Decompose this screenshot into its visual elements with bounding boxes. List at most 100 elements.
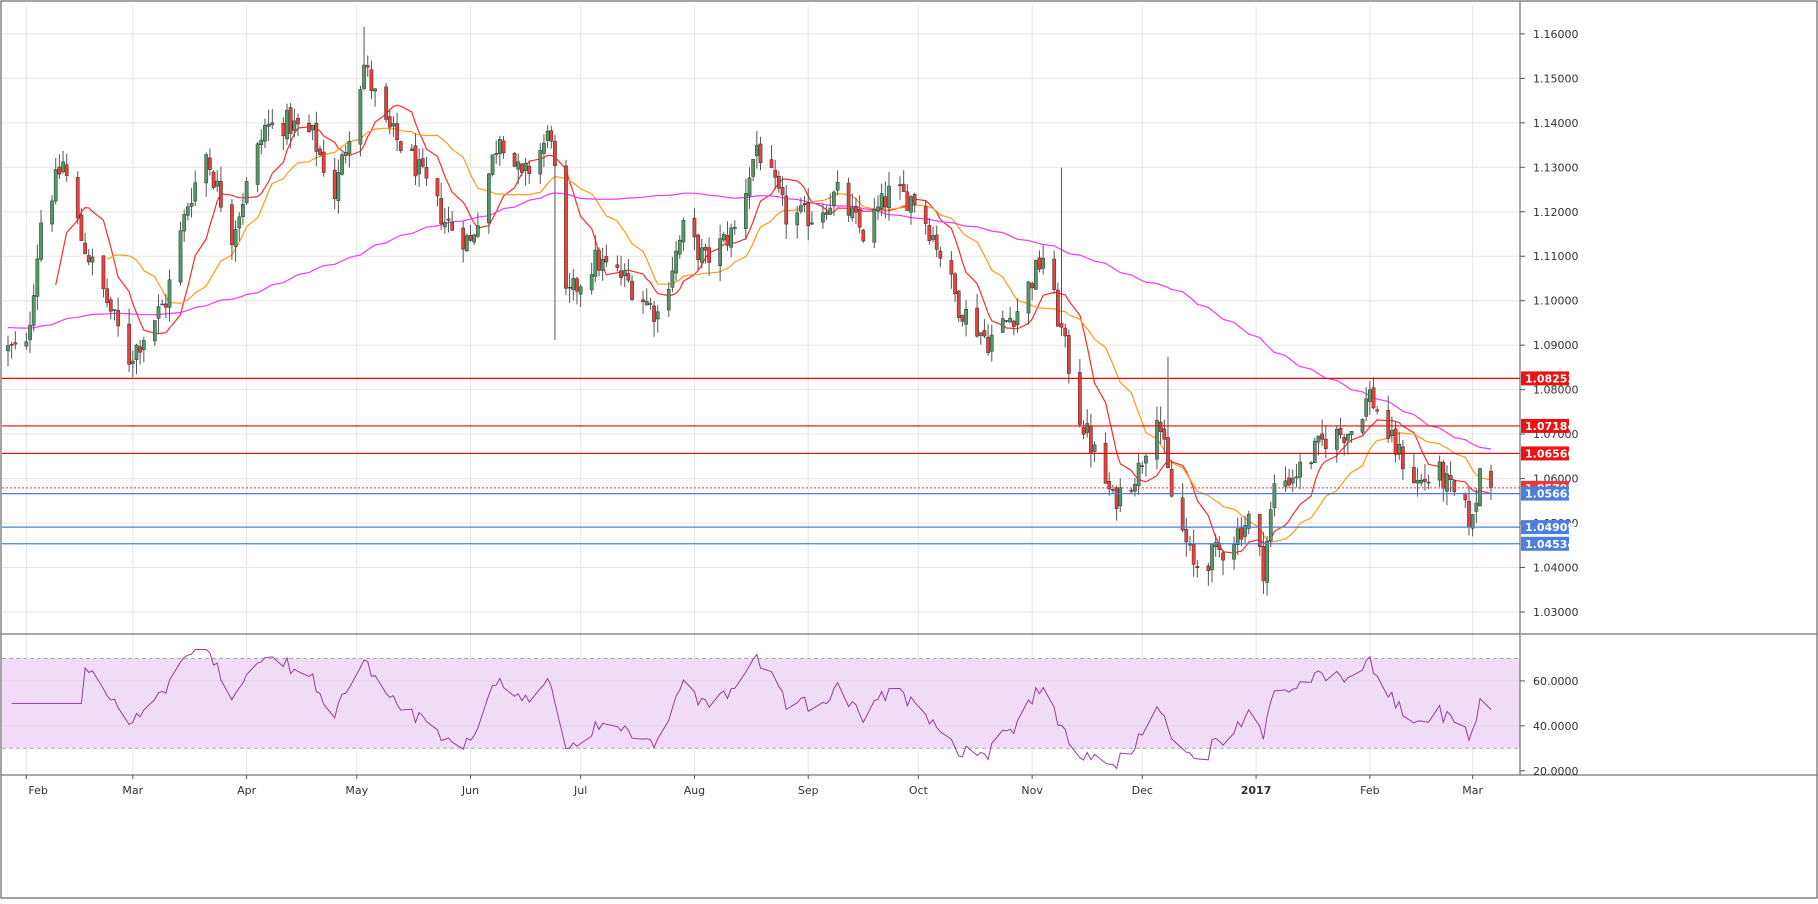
candle-body [266, 123, 271, 127]
candle-down [314, 111, 319, 167]
candle-body [960, 314, 965, 322]
candle-up [879, 183, 884, 217]
candle-body [230, 204, 234, 246]
candle-body [986, 336, 990, 354]
candle-body [241, 203, 245, 217]
candle-down [527, 160, 532, 184]
candle-up [1345, 433, 1350, 455]
candle-up [1309, 461, 1313, 470]
candle-down [773, 159, 778, 190]
candle-body [1426, 481, 1431, 484]
candle-down [615, 255, 620, 272]
candle-down [494, 140, 499, 164]
candle-body [362, 64, 366, 89]
candle-body [1184, 529, 1189, 543]
candle-down [461, 221, 466, 263]
candle-up [699, 238, 704, 269]
candle-body [1052, 258, 1057, 290]
candle-up [39, 210, 43, 262]
candle-down [1448, 461, 1453, 493]
candle-body [670, 270, 675, 288]
candle-down [1320, 419, 1324, 447]
candle-up [1015, 298, 1020, 333]
candle-down [626, 258, 631, 283]
candle-up [1368, 381, 1372, 415]
candle-body [1026, 281, 1031, 314]
candle-body [332, 169, 337, 199]
candle-body [13, 342, 18, 345]
candle-down [1323, 424, 1328, 458]
candle-body [846, 182, 851, 216]
candle-body [182, 214, 187, 232]
candle-body [1221, 552, 1225, 561]
candle-body [1261, 546, 1266, 581]
candle-body [1092, 444, 1097, 452]
candle-body [178, 230, 183, 283]
time-tick-label: Feb [28, 784, 47, 797]
candle-body [1272, 483, 1277, 509]
candle-body [674, 250, 678, 274]
price-tick-label: 1.16000 [1533, 28, 1579, 41]
candle-down [1287, 468, 1291, 489]
candle-body [832, 191, 836, 207]
candle-body [1334, 428, 1339, 450]
candle-down [725, 221, 730, 251]
candle-up [343, 144, 348, 164]
candle-body [439, 198, 444, 225]
candle-down [1162, 419, 1167, 454]
candle-down [938, 246, 943, 268]
candle-down [296, 113, 300, 137]
candle-body [799, 205, 803, 212]
candle-body [923, 206, 928, 224]
time-tick-label: Jun [461, 784, 479, 797]
candle-body [138, 346, 142, 353]
candle-body [538, 150, 543, 175]
candle-body [1089, 425, 1093, 453]
candle-down [105, 278, 109, 308]
candle-up [152, 320, 157, 346]
candle-body [263, 124, 267, 142]
candle-down [1239, 517, 1244, 547]
candle-up [909, 194, 913, 225]
support-tag: 1.04909 [1521, 520, 1575, 535]
candle-down [369, 60, 374, 100]
candle-body [1401, 446, 1405, 470]
candle-up [193, 170, 198, 207]
candle-down [1180, 483, 1185, 533]
candle-down [1030, 281, 1035, 301]
candle-body [1037, 257, 1042, 270]
candle-body [824, 212, 829, 215]
candle-down [806, 188, 811, 241]
candle-body [901, 183, 906, 192]
price-tick-label: 1.10000 [1533, 295, 1579, 308]
candle-down [1375, 406, 1380, 415]
candle-body [450, 221, 455, 231]
candle-down [912, 192, 917, 213]
candle-body [1033, 260, 1038, 290]
candle-down [9, 341, 14, 359]
candle-up [964, 300, 968, 337]
candle-body [50, 200, 54, 225]
candle-body [520, 163, 524, 173]
candle-body [523, 163, 528, 171]
candle-up [35, 244, 40, 310]
candle-up [61, 151, 65, 174]
candle-body [1265, 540, 1269, 583]
candle-body [1008, 317, 1012, 323]
candle-up [1390, 416, 1394, 443]
candle-body [31, 295, 36, 326]
time-axis: Feb Mar Apr May Jun Jul Aug Sep Oct Nov Dec 2017 Feb… [25, 775, 1483, 797]
candle-down [520, 162, 524, 177]
candle-down [1401, 440, 1405, 481]
candle-body [1246, 513, 1251, 529]
candle-body [1474, 502, 1479, 512]
candle-body [64, 164, 69, 176]
candle-up [545, 125, 550, 149]
candle-up [1004, 320, 1009, 323]
candle-body [395, 123, 399, 141]
candle-up [6, 335, 10, 367]
candle-body [1478, 468, 1482, 506]
candle-body [476, 225, 480, 237]
price-tag-label: 1.05662 [1525, 488, 1575, 501]
